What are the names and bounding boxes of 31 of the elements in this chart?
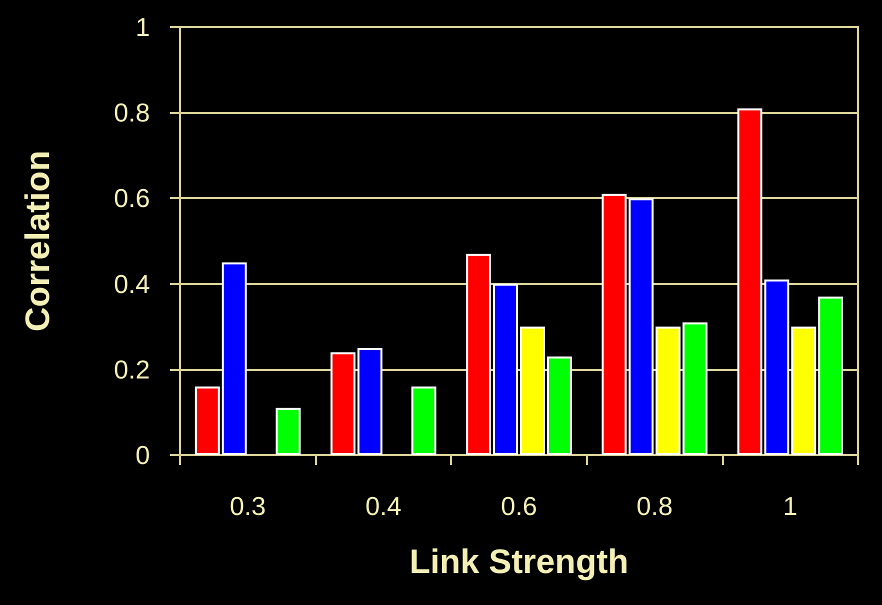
y-axis-title: Correlation (19, 150, 57, 332)
y-tick-label: 0.6 (114, 183, 150, 214)
bar (194, 386, 220, 455)
bar (466, 254, 492, 455)
bar (222, 262, 247, 455)
y-tick-label: 0 (136, 440, 150, 470)
bar (411, 386, 436, 455)
bar (791, 326, 816, 455)
bar (764, 280, 790, 455)
bar (357, 348, 382, 455)
bar (737, 108, 762, 455)
x-tick-label: 0.3 (230, 491, 266, 521)
bar (628, 198, 654, 455)
x-tick-label: 1 (782, 491, 798, 521)
bar (602, 194, 627, 455)
bar (330, 352, 356, 455)
y-tick-label: 0.8 (114, 98, 150, 128)
bar (546, 356, 572, 455)
x-axis-title: Link Strength (409, 543, 629, 581)
bar (520, 326, 545, 455)
y-tick-label: 0.4 (114, 268, 150, 299)
bar (682, 322, 708, 455)
bar (656, 326, 681, 455)
x-tick-label: 0.4 (365, 491, 402, 521)
bar (818, 296, 844, 455)
bar (276, 408, 301, 455)
y-tick-label: 0.2 (114, 354, 150, 384)
bar (493, 284, 518, 455)
x-tick-label: 0.6 (500, 491, 538, 521)
x-tick-label: 0.8 (636, 491, 673, 521)
y-tick-label: 1 (136, 12, 150, 42)
